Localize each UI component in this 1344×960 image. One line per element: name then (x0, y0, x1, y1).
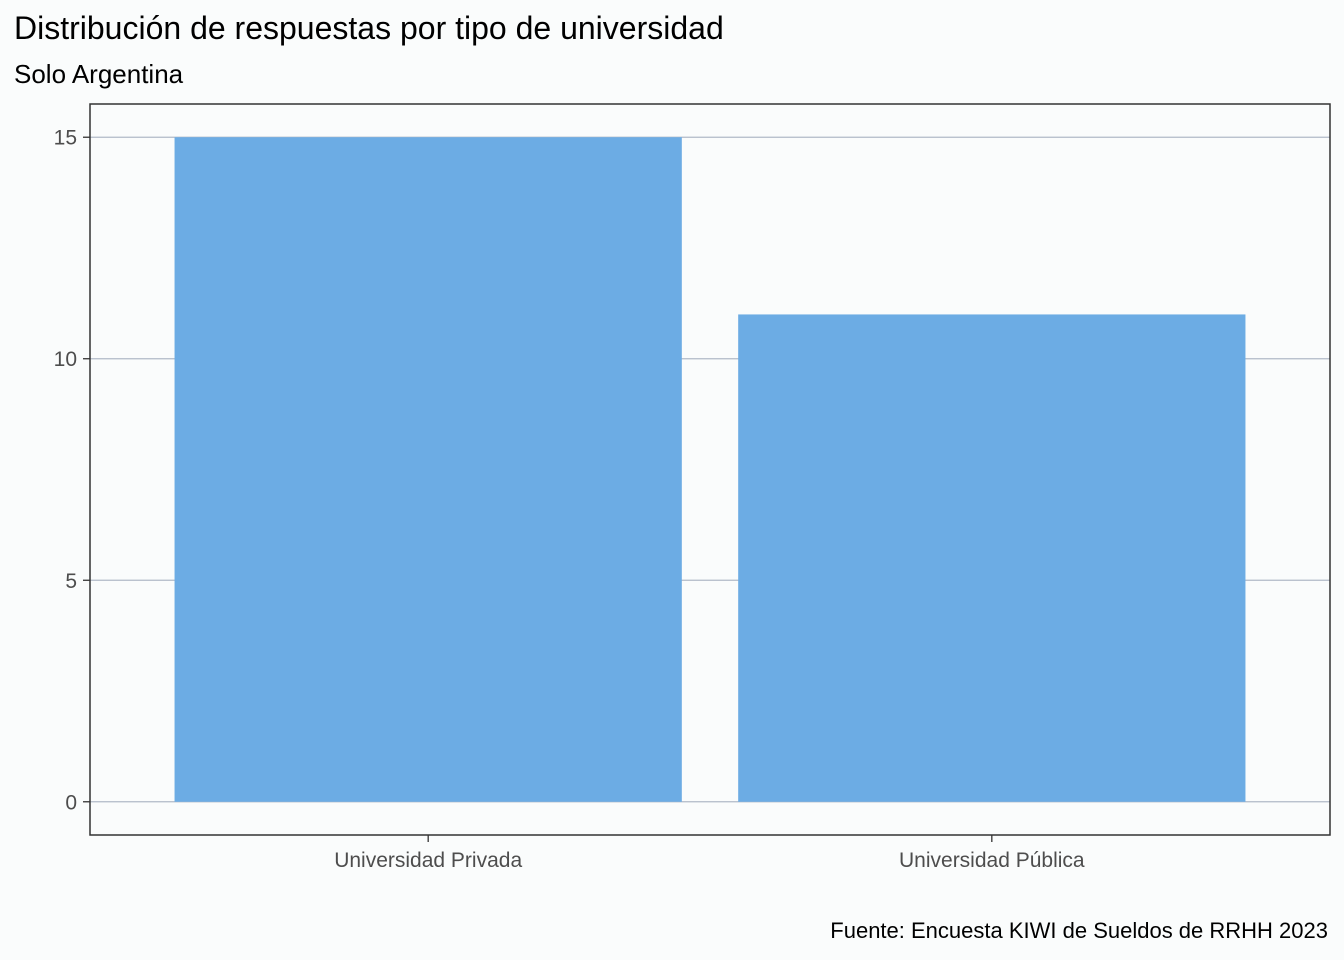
y-tick-label: 5 (65, 570, 77, 593)
y-tick-label: 10 (54, 348, 77, 371)
axes: 0 5 10 15 Universidad Privada Universidad Púb… (54, 127, 1085, 872)
bar-universidad-privada (174, 137, 682, 802)
chart-subtitle: Solo Argentina (14, 59, 184, 89)
chart-caption: Fuente: Encuesta KIWI de Sueldos de RRHH… (830, 918, 1328, 943)
bars (174, 137, 1246, 802)
y-tick-label: 15 (54, 127, 77, 150)
panel-border (89, 103, 1331, 836)
chart-title: Distribución de respuestas por tipo de u… (14, 10, 724, 46)
bar-universidad-publica (738, 314, 1246, 802)
y-tick-label: 0 (65, 791, 77, 814)
x-tick-label: Universidad Privada (334, 849, 522, 872)
x-tick-label: Universidad Pública (899, 849, 1085, 872)
